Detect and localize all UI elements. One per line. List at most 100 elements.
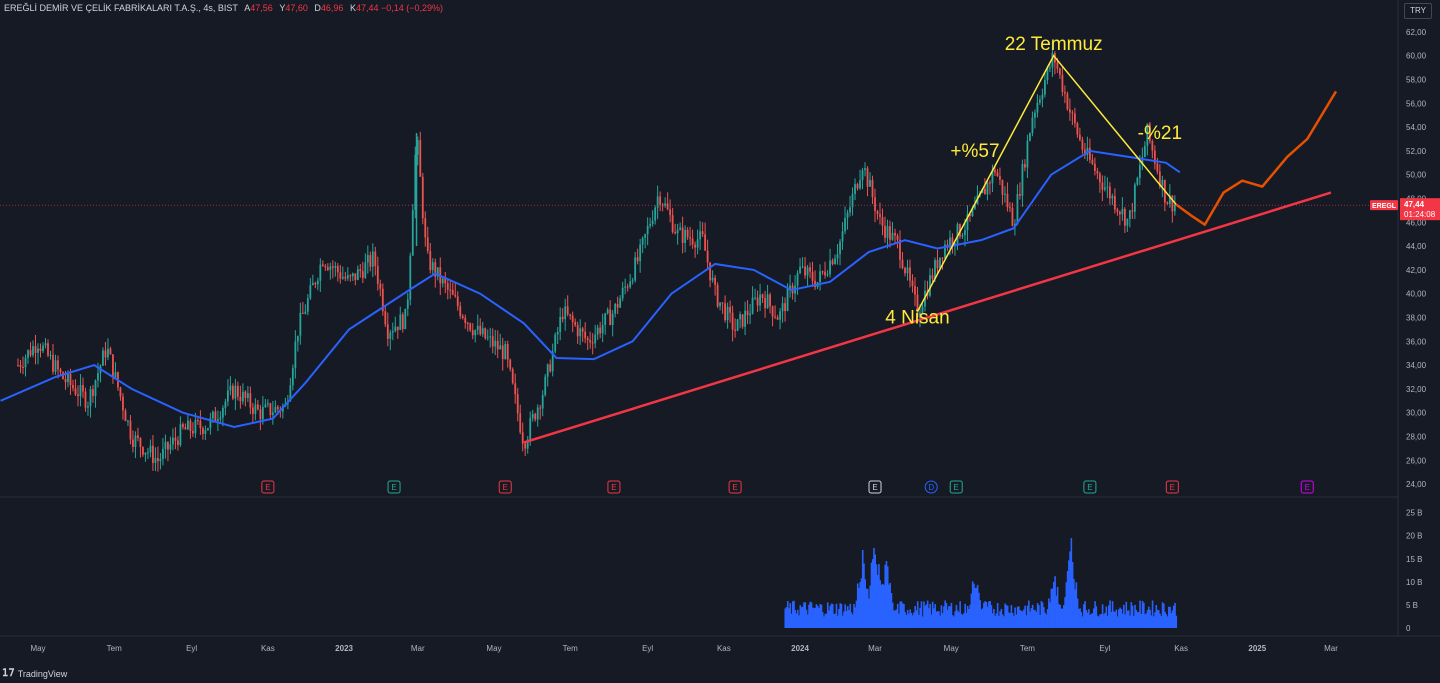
volume-bar — [1055, 595, 1058, 628]
candle-body — [864, 168, 866, 171]
earnings-marker-icon[interactable] — [387, 480, 401, 494]
candle-body — [666, 203, 669, 210]
annotation-label[interactable]: +%57 — [950, 141, 999, 162]
volume-bar — [1028, 600, 1030, 628]
volume-bar — [1009, 613, 1011, 628]
earnings-marker-icon[interactable] — [1300, 480, 1314, 494]
candle-body — [269, 403, 272, 416]
volume-bar — [858, 587, 860, 628]
volume-bar — [1081, 616, 1084, 628]
projection-path[interactable] — [1175, 90, 1338, 226]
earnings-marker-icon[interactable] — [1083, 480, 1097, 494]
candle-body — [451, 289, 454, 295]
volume-bar — [838, 609, 840, 628]
earnings-marker-icon[interactable] — [261, 480, 275, 494]
candle-body — [699, 231, 702, 240]
volume-bar — [1011, 613, 1014, 628]
volume-bar — [1145, 613, 1148, 628]
tradingview-branding[interactable]: 𝟣𝟩 TradingView — [2, 668, 67, 679]
candle-body — [436, 267, 439, 277]
candle-body — [711, 277, 714, 281]
candle-body — [169, 444, 172, 450]
candle-body — [264, 404, 267, 408]
candle-body — [681, 227, 684, 243]
volume-bar — [1003, 616, 1005, 628]
candle-body — [881, 217, 884, 226]
candle-body — [411, 209, 414, 256]
dividend-marker-icon[interactable] — [924, 480, 938, 494]
volume-bar — [850, 612, 853, 628]
candle-body — [142, 447, 144, 455]
earnings-marker-icon[interactable] — [868, 480, 882, 494]
earnings-marker-icon[interactable] — [1165, 480, 1179, 494]
candle-body — [1031, 117, 1034, 134]
volume-bar — [959, 601, 961, 628]
close-value: 47,44 — [355, 3, 379, 13]
candle-body — [92, 389, 94, 396]
candle-body — [1073, 113, 1076, 124]
chart-header: EREĞLİ DEMİR VE ÇELİK FABRİKALARI T.A.Ş.… — [4, 3, 443, 13]
candle-body — [149, 445, 152, 453]
volume-bar — [991, 613, 994, 628]
zigzag-annotation[interactable] — [916, 54, 1177, 312]
volume-bar — [945, 603, 948, 628]
earnings-marker-icon[interactable] — [607, 480, 621, 494]
candle-body — [1136, 177, 1139, 185]
volume-bar — [958, 612, 960, 628]
candle-body — [969, 214, 971, 217]
y-tick-label: 28,00 — [1406, 433, 1427, 442]
candle-body — [1001, 179, 1004, 195]
candle-body — [484, 328, 487, 339]
earnings-marker-icon[interactable] — [728, 480, 742, 494]
volume-bar — [879, 580, 882, 628]
volume-bar — [910, 612, 913, 628]
candle-body — [771, 306, 774, 317]
candle-body — [114, 372, 117, 378]
volume-bar — [1015, 614, 1018, 628]
symbol-name[interactable]: EREĞLİ DEMİR VE ÇELİK FABRİKALARI T.A.Ş.… — [4, 3, 238, 13]
candle-body — [989, 182, 991, 184]
volume-bar — [1023, 609, 1025, 628]
candle-body — [904, 268, 906, 274]
y-tick-label: 44,00 — [1406, 242, 1427, 251]
candle-body — [694, 244, 697, 248]
candle-body — [799, 266, 801, 274]
volume-bar — [940, 605, 943, 628]
candle-body — [769, 294, 771, 307]
candle-body — [476, 325, 479, 331]
volume-bar — [1140, 613, 1143, 628]
volume-bar — [1104, 612, 1106, 628]
candle-body — [444, 278, 447, 284]
earnings-marker-icon[interactable] — [949, 480, 963, 494]
earnings-marker-icon[interactable] — [498, 480, 512, 494]
volume-bar — [944, 600, 946, 628]
candle-body — [316, 280, 319, 285]
volume-bar — [915, 610, 918, 628]
x-tick-label: May — [30, 644, 45, 653]
volume-bar — [795, 613, 798, 628]
candle-body — [631, 280, 634, 282]
volume-bar — [1026, 605, 1029, 628]
support-trendline[interactable] — [523, 191, 1332, 444]
volume-bar — [1035, 611, 1038, 628]
volume-bar — [903, 603, 905, 628]
annotation-label[interactable]: 4 Nisan — [885, 307, 949, 328]
volume-bar — [810, 602, 813, 628]
candle-body — [739, 314, 741, 320]
volume-bar — [999, 611, 1001, 628]
candle-body — [119, 387, 122, 397]
candle-body — [966, 214, 969, 231]
volume-bar — [1046, 609, 1049, 628]
currency-button[interactable]: TRY — [1404, 3, 1432, 19]
annotation-label[interactable]: 22 Temmuz — [1005, 34, 1103, 55]
annotation-label[interactable]: -%21 — [1138, 123, 1182, 144]
x-tick-label: Tem — [107, 644, 122, 653]
volume-bar — [1138, 612, 1140, 628]
candle-body — [234, 385, 237, 399]
volume-bar — [853, 603, 855, 628]
volume-bar — [979, 600, 981, 628]
candle-body — [829, 260, 831, 275]
candle-body — [526, 439, 529, 449]
volume-bar — [1154, 612, 1156, 628]
